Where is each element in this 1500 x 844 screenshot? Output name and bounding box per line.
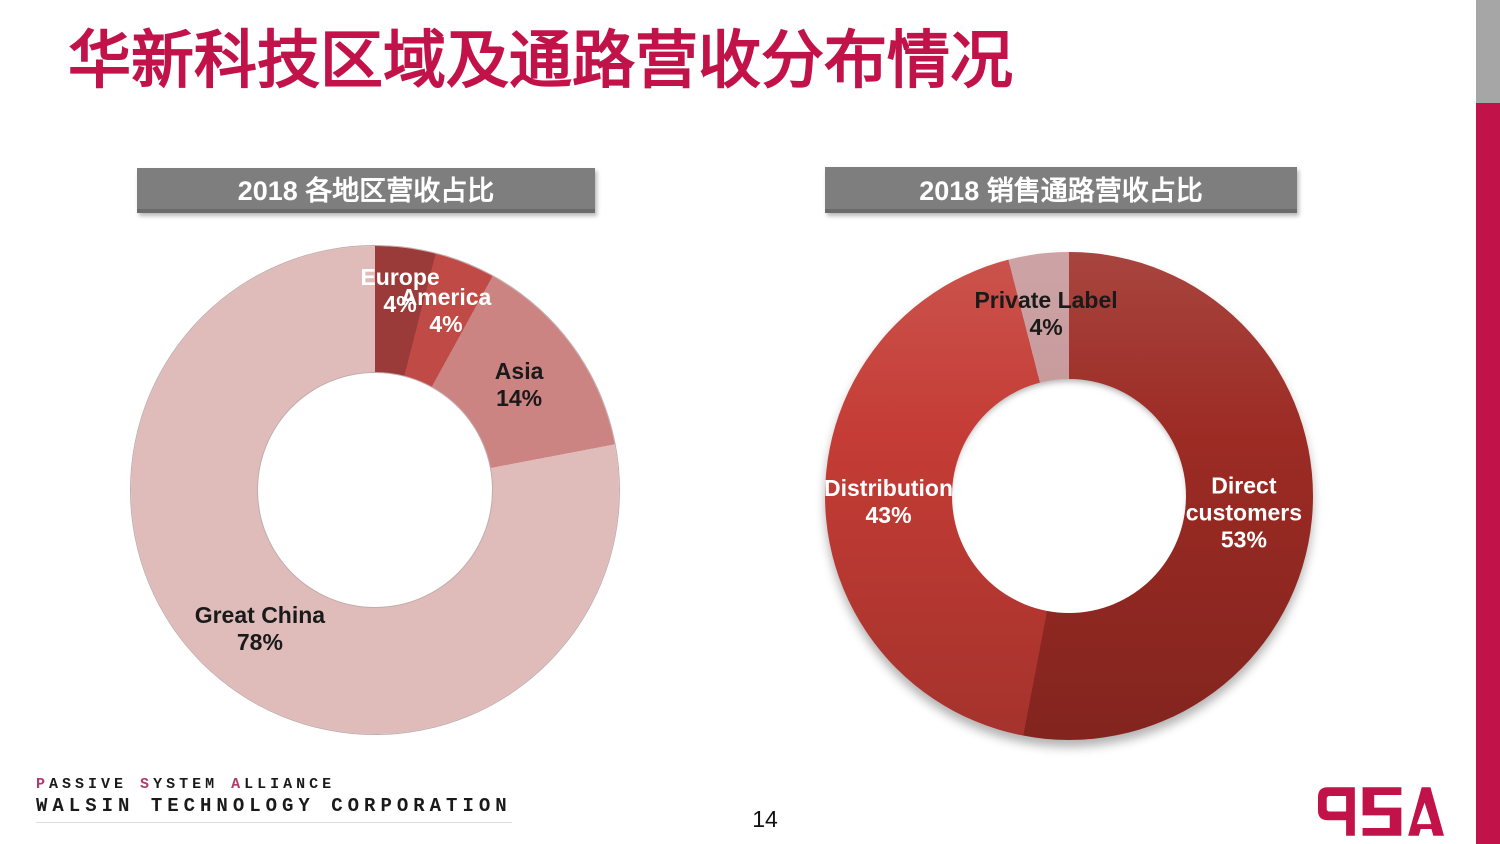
slice-label-direct-customers: Direct customers 53%	[1185, 472, 1303, 553]
brand-word: LLIANCE	[244, 776, 336, 793]
page-title: 华新科技区域及通路营收分布情况	[68, 26, 1013, 96]
walsin-brand-line: WALSIN TECHNOLOGY CORPORATION	[36, 795, 512, 817]
slice-label-great-china: Great China 78%	[194, 602, 326, 656]
slice-label-america: America 4%	[400, 283, 492, 337]
right-edge-stripe	[1476, 0, 1500, 844]
brand-word: ASSIVE	[49, 776, 128, 793]
slice-label-private-label: Private Label 4%	[974, 287, 1118, 341]
slice-label-asia: Asia 14%	[494, 358, 544, 412]
brand-lead-letter: A	[231, 776, 245, 793]
channel-chart-header: 2018 销售通路营收占比	[825, 167, 1297, 213]
donut-hole	[952, 379, 1186, 613]
region-chart-header: 2018 各地区营收占比	[137, 168, 595, 213]
stripe-red-segment	[1476, 103, 1500, 844]
company-logo: PASSIVE SYSTEM ALLIANCE WALSIN TECHNOLOG…	[36, 776, 512, 823]
slice-label-distribution: Distribution 43%	[823, 474, 954, 528]
slice-label-europe: Europe 4%	[360, 264, 440, 318]
channel-donut-chart: Direct customers 53% Distribution 43% Private…	[823, 252, 1313, 740]
stripe-gray-segment	[1476, 0, 1500, 103]
donut-hole	[258, 373, 492, 607]
alliance-brand-line: PASSIVE SYSTEM ALLIANCE	[36, 776, 512, 793]
brand-lead-letter: S	[140, 776, 154, 793]
region-donut-chart: Europe 4% America 4% Asia 14% Great China 78%	[131, 246, 619, 734]
psa-logo-glyphs	[1318, 787, 1444, 836]
psa-logo	[1318, 787, 1444, 836]
brand-lead-letter: P	[36, 776, 50, 793]
brand-word: YSTEM	[153, 776, 219, 793]
page-number: 14	[752, 806, 778, 832]
